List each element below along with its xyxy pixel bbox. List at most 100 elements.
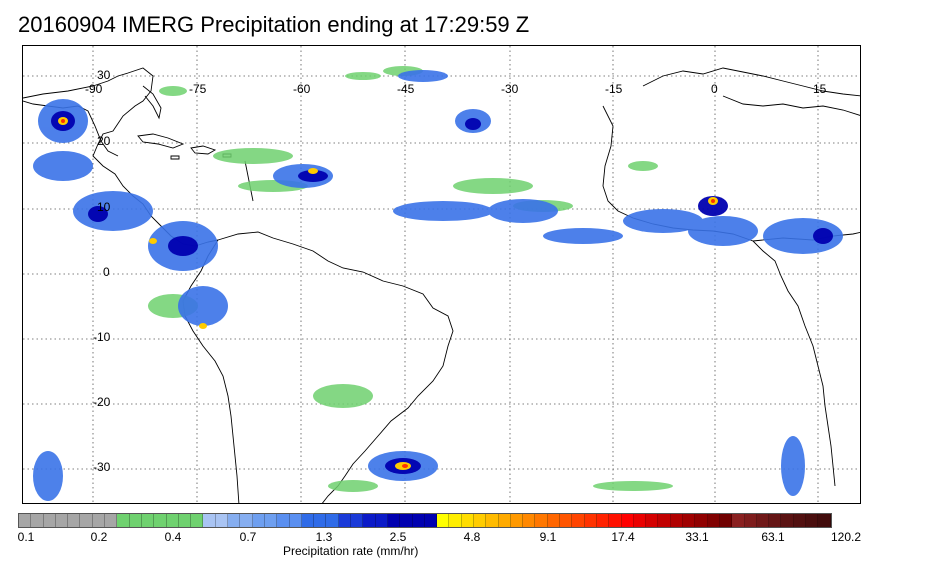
colorbar-cell <box>498 514 511 527</box>
colorbar-cell <box>141 514 155 527</box>
florida-coast <box>142 85 162 120</box>
colorbar-cell <box>264 514 278 527</box>
colorbar-cell <box>92 514 106 527</box>
longitude-label: -15 <box>605 82 623 96</box>
colorbar-cell <box>363 514 376 527</box>
colorbar-cell <box>756 514 770 527</box>
colorbar <box>18 513 832 528</box>
coastlines <box>23 67 860 503</box>
latitude-label: -20 <box>93 395 111 409</box>
latitude-label: 10 <box>97 200 111 214</box>
colorbar-cell <box>191 514 204 527</box>
colorbar-cell <box>818 514 831 527</box>
colorbar-cell <box>707 514 720 527</box>
colorbar-cell <box>732 514 745 527</box>
colorbar-cell <box>351 514 364 527</box>
colorbar-cell <box>510 514 524 527</box>
colorbar-tick: 0.2 <box>90 530 108 544</box>
colorbar-cell <box>535 514 548 527</box>
lesser-antilles <box>244 160 254 202</box>
colorbar-cell <box>301 514 315 527</box>
colorbar-cell <box>31 514 44 527</box>
colorbar-tick: 0.4 <box>164 530 182 544</box>
colorbar-cell <box>154 514 167 527</box>
colorbar-cell <box>793 514 806 527</box>
colorbar-title: Precipitation rate (mm/hr) <box>283 544 419 558</box>
colorbar-cell <box>769 514 782 527</box>
colorbar-cell <box>609 514 622 527</box>
colorbar-cell <box>166 514 179 527</box>
colorbar-cell <box>68 514 81 527</box>
colorbar-tick: 1.3 <box>315 530 333 544</box>
colorbar-cell <box>806 514 819 527</box>
colorbar-tick: 63.1 <box>761 530 785 544</box>
colorbar-cell <box>326 514 339 527</box>
colorbar-cell <box>215 514 229 527</box>
colorbar-cell <box>412 514 425 527</box>
colorbar-tick: 0.7 <box>239 530 257 544</box>
colorbar-cell <box>43 514 56 527</box>
colorbar-cell <box>387 514 401 527</box>
colorbar-tick: 0.1 <box>17 530 35 544</box>
colorbar-cell <box>683 514 696 527</box>
colorbar-cell <box>523 514 536 527</box>
colorbar-cell <box>80 514 93 527</box>
map-title: 20160904 IMERG Precipitation ending at 1… <box>18 12 530 37</box>
colorbar-tick: 9.1 <box>539 530 557 544</box>
colorbar-cell <box>596 514 610 527</box>
longitude-label: 15 <box>813 82 827 96</box>
longitude-label: -90 <box>85 82 103 96</box>
africa-coast <box>602 105 836 487</box>
colorbar-cell <box>658 514 671 527</box>
south-america-coast <box>217 231 454 503</box>
colorbar-cell <box>203 514 216 527</box>
mediterranean-coast <box>722 95 860 116</box>
hispaniola <box>190 145 217 155</box>
colorbar-cell <box>424 514 438 527</box>
south-america-west-coast <box>182 239 240 503</box>
extreme-rain <box>61 119 715 468</box>
colorbar-cell <box>621 514 634 527</box>
longitude-label: -75 <box>189 82 207 96</box>
colorbar-cell <box>461 514 474 527</box>
graticule <box>23 46 860 503</box>
map-canvas <box>23 46 860 503</box>
colorbar-cell <box>105 514 118 527</box>
colorbar-cell <box>375 514 388 527</box>
latitude-label: 30 <box>97 68 111 82</box>
heavy-rain <box>51 111 833 474</box>
colorbar-cell <box>695 514 708 527</box>
jamaica <box>170 155 180 160</box>
colorbar-cell <box>240 514 253 527</box>
colorbar-cell <box>744 514 757 527</box>
colorbar-cell <box>781 514 794 527</box>
europe-coast <box>642 67 860 97</box>
longitude-label: 0 <box>711 82 718 96</box>
colorbar-cell <box>572 514 585 527</box>
cuba <box>137 133 185 149</box>
intense-rain <box>58 117 718 470</box>
longitude-label: -60 <box>293 82 311 96</box>
colorbar-cell <box>449 514 462 527</box>
precipitation-map: -90 -75 -60 -45 -30 -15 0 15 30 20 10 0 … <box>22 45 861 504</box>
colorbar-cell <box>437 514 450 527</box>
colorbar-cell <box>19 514 32 527</box>
latitude-label: -10 <box>93 330 111 344</box>
colorbar-cell <box>228 514 241 527</box>
colorbar-tick: 33.1 <box>685 530 709 544</box>
colorbar-cell <box>486 514 499 527</box>
colorbar-cell <box>55 514 69 527</box>
colorbar-cell <box>547 514 561 527</box>
colorbar-cell <box>560 514 573 527</box>
colorbar-tick: 2.5 <box>389 530 407 544</box>
colorbar-tick: 4.8 <box>463 530 481 544</box>
longitude-label: -45 <box>397 82 415 96</box>
colorbar-cell <box>338 514 352 527</box>
colorbar-cell <box>633 514 647 527</box>
colorbar-cell <box>646 514 659 527</box>
colorbar-cell <box>289 514 302 527</box>
latitude-label: 0 <box>103 265 110 279</box>
colorbar-cell <box>584 514 597 527</box>
colorbar-cell <box>178 514 192 527</box>
colorbar-cell <box>314 514 327 527</box>
